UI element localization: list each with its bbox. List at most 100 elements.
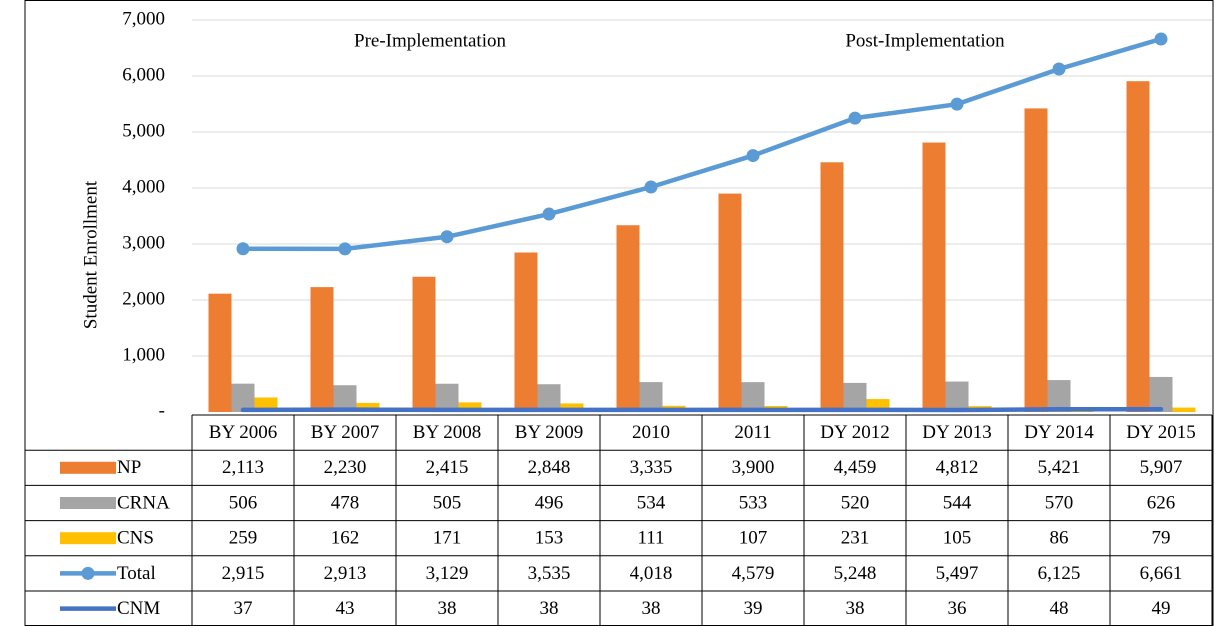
y-tick-label: 1,000: [122, 344, 165, 365]
y-tick-label: 7,000: [122, 8, 165, 29]
bar: [1172, 407, 1196, 412]
legend-key: [60, 497, 116, 509]
table-cell: 570: [1045, 492, 1074, 513]
table-cell: 534: [637, 492, 666, 513]
table-cell: 2,230: [324, 457, 367, 478]
x-tick-label: DY 2014: [1024, 422, 1094, 443]
table-cell: 36: [948, 598, 967, 619]
table-cell: 39: [744, 598, 763, 619]
legend-key: [60, 461, 116, 474]
table-cell: 4,579: [732, 563, 775, 584]
y-tick-label: 4,000: [122, 176, 165, 197]
x-tick-label: DY 2015: [1126, 422, 1196, 443]
marker: [746, 149, 760, 163]
y-tick-label: 3,000: [122, 232, 165, 253]
bar: [333, 385, 357, 412]
bar: [922, 142, 946, 412]
table-cell: 4,018: [630, 563, 673, 584]
y-axis-label: Student Enrollment: [80, 180, 101, 329]
table-cell: 2,915: [222, 563, 265, 584]
bar: [1047, 380, 1071, 412]
marker: [1154, 32, 1168, 46]
table-cell: 48: [1050, 598, 1069, 619]
table-cell: 496: [535, 492, 564, 513]
table-cell: 506: [229, 492, 258, 513]
table-cell: 533: [739, 492, 768, 513]
table-cell: 2,848: [528, 457, 571, 478]
bar: [718, 193, 742, 412]
x-tick-label: BY 2009: [515, 422, 583, 443]
table-cell: 478: [331, 492, 360, 513]
legend-label: CRNA: [117, 492, 170, 513]
marker: [848, 111, 862, 125]
table-cell: 38: [642, 598, 661, 619]
x-tick-label: 2010: [632, 422, 670, 443]
table-cell: 6,661: [1140, 563, 1183, 584]
table-cell: 3,900: [732, 457, 775, 478]
table-cell: 153: [535, 528, 564, 549]
marker: [542, 207, 556, 221]
legend-label: CNS: [117, 528, 154, 549]
table-cell: 505: [433, 492, 462, 513]
table-cell: 2,913: [324, 563, 367, 584]
table-cell: 4,459: [834, 457, 877, 478]
table-cell: 2,113: [222, 457, 264, 478]
bar: [310, 287, 334, 412]
table-cell: 105: [943, 528, 972, 549]
table-cell: 3,129: [426, 563, 469, 584]
bar: [1149, 376, 1173, 412]
table-cell: 626: [1147, 492, 1176, 513]
bar: [231, 383, 255, 412]
table-cell: 43: [336, 598, 355, 619]
marker: [1052, 62, 1066, 76]
y-tick-label: 2,000: [122, 288, 165, 309]
annotation: Post-Implementation: [845, 30, 1005, 51]
y-tick-label: 5,000: [122, 120, 165, 141]
table-cell: 107: [739, 528, 768, 549]
bar: [820, 162, 844, 412]
table-cell: 3,335: [630, 457, 673, 478]
x-tick-label: BY 2008: [413, 422, 481, 443]
bar: [1126, 81, 1150, 412]
table-cell: 162: [331, 528, 360, 549]
y-tick-label: 6,000: [122, 64, 165, 85]
table-cell: 38: [438, 598, 457, 619]
table-cell: 3,535: [528, 563, 571, 584]
marker: [338, 242, 352, 256]
table-cell: 79: [1152, 528, 1171, 549]
x-tick-label: DY 2013: [922, 422, 992, 443]
x-tick-label: DY 2012: [820, 422, 890, 443]
bar: [639, 382, 663, 412]
x-tick-label: BY 2007: [311, 422, 379, 443]
table-cell: 5,248: [834, 563, 877, 584]
table-cell: 38: [846, 598, 865, 619]
legend-label: CNM: [117, 598, 160, 619]
table-cell: 38: [540, 598, 559, 619]
table-cell: 171: [433, 528, 462, 549]
table-cell: 520: [841, 492, 870, 513]
table-cell: 231: [841, 528, 870, 549]
table-cell: 6,125: [1038, 563, 1081, 584]
marker: [440, 230, 454, 244]
table-cell: 259: [229, 528, 258, 549]
line: [240, 36, 1164, 252]
line: [240, 407, 1164, 413]
table-cell: 2,415: [426, 457, 469, 478]
table-cell: 49: [1152, 598, 1171, 619]
table-cell: 5,421: [1038, 457, 1081, 478]
table-cell: 5,907: [1140, 457, 1183, 478]
legend-key: [81, 566, 95, 580]
bar: [945, 381, 969, 412]
marker: [644, 180, 658, 194]
bar: [458, 402, 482, 412]
annotation: Pre-Implementation: [354, 30, 506, 51]
table-cell: 37: [234, 598, 253, 619]
marker: [236, 242, 250, 256]
legend-key: [60, 532, 116, 545]
bar: [435, 383, 459, 412]
legend-label: NP: [117, 457, 141, 478]
bar: [514, 252, 538, 412]
bar: [1024, 108, 1048, 412]
y-tick-label: -: [159, 400, 165, 421]
